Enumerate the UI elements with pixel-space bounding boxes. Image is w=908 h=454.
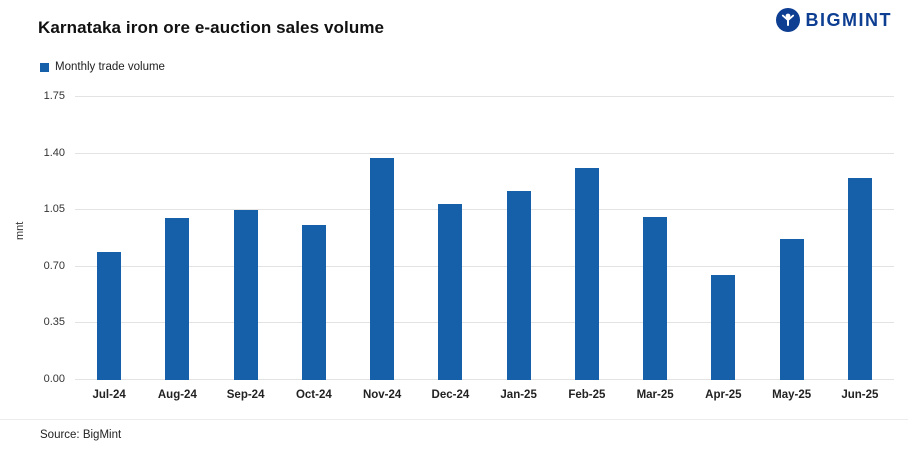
gridline: 1.40 xyxy=(44,147,894,159)
x-tick-label: Jun-25 xyxy=(841,389,879,401)
bar-Jul-24 xyxy=(97,252,122,380)
gridline: 1.05 xyxy=(44,203,894,215)
bigmint-logo-icon xyxy=(775,8,800,32)
y-tick-label: 1.40 xyxy=(43,146,65,159)
bar-Nov-24 xyxy=(370,158,395,380)
x-tick-label: Apr-25 xyxy=(705,389,742,401)
gridline: 0.70 xyxy=(44,260,894,272)
x-tick-label: Aug-24 xyxy=(157,389,197,401)
y-axis-label: mnt xyxy=(14,221,26,240)
gridline: 1.75 xyxy=(44,90,894,102)
x-tick-label: Nov-24 xyxy=(362,389,402,401)
bar-cell xyxy=(416,97,484,380)
x-tick-label: May-25 xyxy=(772,389,812,401)
bar-Apr-25 xyxy=(711,274,736,380)
y-tick-label: 1.05 xyxy=(43,203,65,216)
bar-Jan-25 xyxy=(506,190,531,380)
bar-cell xyxy=(75,97,143,380)
x-tick-label: Sep-24 xyxy=(226,389,265,401)
x-tick-label: Mar-25 xyxy=(636,389,674,401)
y-tick-label: 0.00 xyxy=(43,373,65,385)
legend-swatch xyxy=(40,62,49,72)
bar-Mar-25 xyxy=(643,216,668,380)
y-tick-label: 0.70 xyxy=(43,259,65,272)
bar-chart: mnt 0.00 0.35 0.70 1.05 1.40 1.75 Jul-24 Aug-2… xyxy=(0,90,908,401)
x-tick-label: Dec-24 xyxy=(431,389,470,401)
source-text: Source: BigMint xyxy=(40,429,122,441)
y-tick-label: 1.75 xyxy=(43,90,65,102)
bar-cell xyxy=(826,97,894,380)
chart-legend: Monthly trade volume xyxy=(40,61,165,73)
bar-Jun-25 xyxy=(847,177,872,380)
header: Karnataka iron ore e-auction sales volum… xyxy=(38,18,894,38)
plot-wrap: 0.00 0.35 0.70 1.05 1.40 1.75 xyxy=(44,90,894,385)
bar-Dec-24 xyxy=(438,203,463,380)
bar-Oct-24 xyxy=(301,224,326,380)
y-tick-label: 0.35 xyxy=(43,316,65,329)
bottom-divider xyxy=(0,419,908,420)
bar-cell xyxy=(758,97,826,380)
x-tick-label: Feb-25 xyxy=(568,389,606,401)
bar-Feb-25 xyxy=(574,168,599,380)
bar-cell xyxy=(348,97,416,380)
brand-logo: BIGMINT xyxy=(775,8,893,32)
bar-cell xyxy=(212,97,280,380)
bar-May-25 xyxy=(779,239,804,380)
brand-name: BIGMINT xyxy=(805,9,892,30)
gridline: 0.35 xyxy=(44,316,894,328)
x-tick-label: Oct-24 xyxy=(295,389,332,401)
bar-cell xyxy=(280,97,348,380)
page-title: Karnataka iron ore e-auction sales volum… xyxy=(38,18,385,37)
x-tick-label: Jul-24 xyxy=(92,389,126,401)
bars xyxy=(75,97,894,380)
bar-cell xyxy=(485,97,553,380)
x-tick-label: Jan-25 xyxy=(500,389,537,401)
plot-area: 0.00 0.35 0.70 1.05 1.40 1.75 xyxy=(44,90,894,385)
legend-label: Monthly trade volume xyxy=(55,61,165,73)
x-axis: Jul-24 Aug-24 Sep-24 Oct-24 Nov-24 Dec-24 Jan-… xyxy=(75,389,894,401)
bar-Aug-24 xyxy=(165,218,190,380)
bar-cell xyxy=(553,97,621,380)
gridline: 0.00 xyxy=(44,373,894,385)
bar-cell xyxy=(621,97,689,380)
bar-Sep-24 xyxy=(233,210,258,380)
bar-cell xyxy=(143,97,211,380)
bar-cell xyxy=(689,97,757,380)
